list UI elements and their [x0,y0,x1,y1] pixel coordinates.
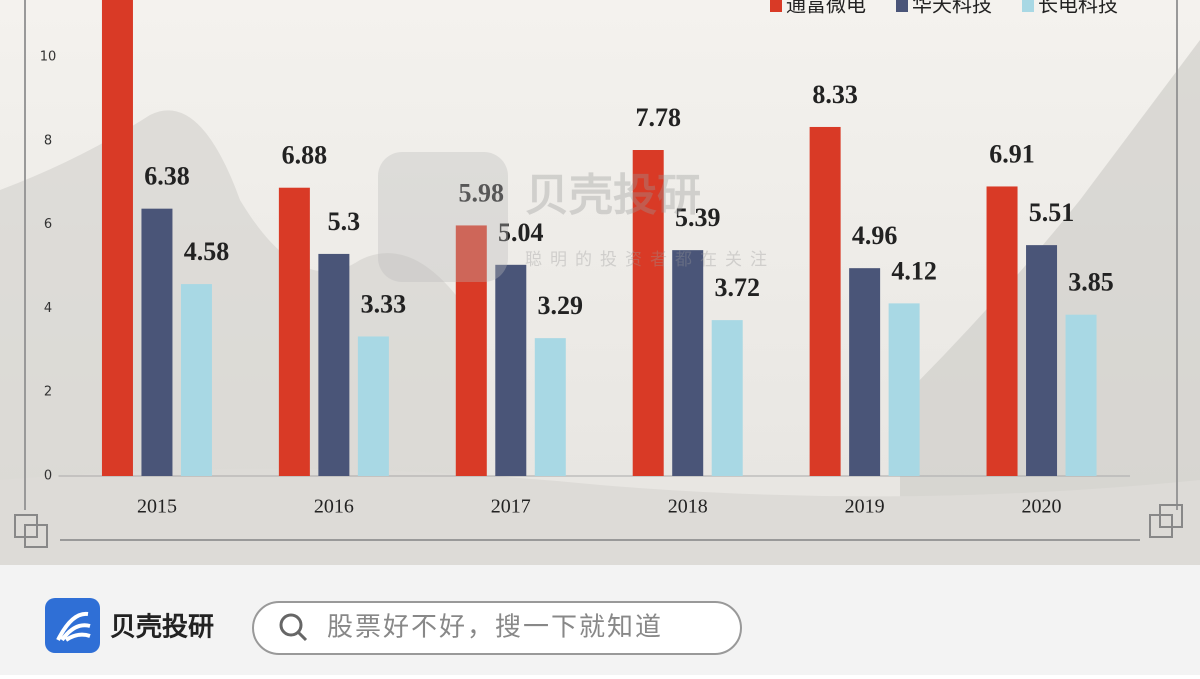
x-tick-label: 2018 [668,496,708,518]
data-label: 5.04 [498,218,544,247]
data-label: 6.88 [282,141,328,170]
y-tick-label: 10 [40,49,57,64]
plot-area: 0 2 4 6 8 10 2015 6.38 4.58 2016 6.88 5.3 3.33 2017 5.… [40,0,1130,518]
data-label: 5.39 [675,203,721,232]
bar [495,264,527,476]
bar [849,268,881,476]
search-icon [296,630,308,642]
bar [986,186,1018,476]
bar [534,338,566,476]
data-label: 5.51 [1029,198,1075,227]
bar [180,284,212,476]
data-label: 6.91 [989,139,1035,168]
y-tick-label: 6 [44,217,52,232]
bar [318,253,350,476]
bar [278,187,310,476]
bar [1065,314,1097,476]
frame-corner [24,524,48,548]
brand-name[interactable]: 贝壳投研 [110,613,214,643]
bar [711,320,743,476]
x-tick-label: 2017 [491,496,531,518]
bar [455,225,487,476]
bar [357,336,389,476]
bar [888,303,920,476]
watermark: 贝壳投研 聪明的投资者都在关注 [378,152,775,282]
x-tick-label: 2019 [845,496,885,518]
watermark-subtitle: 聪明的投资者都在关注 [525,250,775,270]
x-tick-label: 2020 [1022,496,1062,518]
legend-label: 通富微电 [786,0,866,17]
data-label: 8.33 [812,80,858,109]
frame-corner [1159,504,1183,528]
bar [141,208,173,477]
legend-label: 长电科技 [1038,0,1118,17]
search-icon [279,613,303,637]
legend-label: 华天科技 [912,0,992,17]
data-label: 6.38 [144,162,190,191]
data-label: 4.58 [184,237,230,266]
brand-logo-mark [56,611,91,642]
data-label: 3.72 [714,273,760,302]
legend-swatch [1022,0,1034,12]
watermark-logo [378,152,508,282]
data-label: 3.33 [361,289,407,318]
data-label: 3.85 [1068,268,1114,297]
legend-swatch [770,0,782,12]
y-tick-label: 8 [44,133,52,148]
y-tick-label: 4 [44,301,52,316]
bar [632,150,664,476]
search-placeholder: 股票好不好，搜一下就知道 [327,613,663,643]
data-label: 5.3 [328,207,361,236]
y-tick-label: 2 [44,385,52,400]
legend-swatch [896,0,908,12]
bar [1026,245,1058,476]
x-tick-label: 2016 [314,496,354,518]
bar [809,126,841,476]
watermark-title: 贝壳投研 [525,170,701,221]
data-label: 4.96 [852,221,898,250]
x-tick-label: 2015 [137,496,177,518]
bar [672,250,704,476]
brand-logo[interactable] [45,598,100,653]
data-label: 5.98 [459,178,505,207]
bar [101,0,133,476]
data-label: 7.78 [635,103,681,132]
search-box[interactable] [252,601,742,655]
y-tick-label: 0 [44,469,52,484]
data-label: 3.29 [538,291,584,320]
data-label: 4.12 [891,256,937,285]
